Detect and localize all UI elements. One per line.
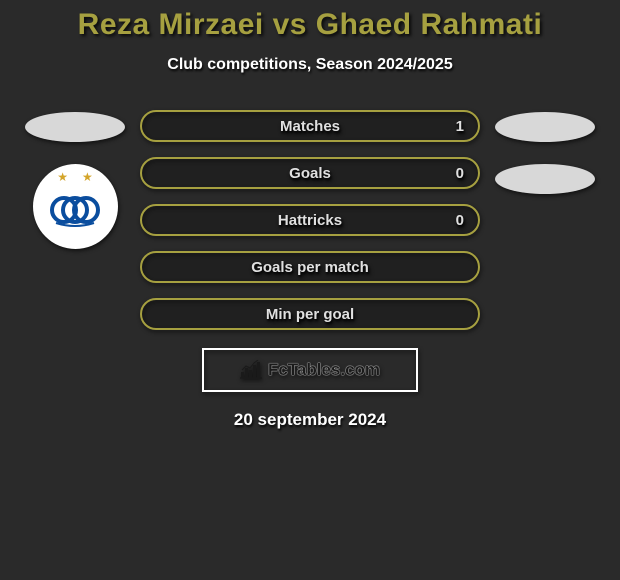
player1-club-logo: ★★ — [33, 164, 118, 249]
stat-row-matches: Matches 1 — [140, 110, 480, 142]
stat-row-hattricks: Hattricks 0 — [140, 204, 480, 236]
stat-row-goals: Goals 0 — [140, 157, 480, 189]
page-title: Reza Mirzaei vs Ghaed Rahmati — [78, 8, 543, 42]
comparison-row: ★★ Matches 1 Goals 0 Hattricks — [0, 110, 620, 330]
stat-value-right: 0 — [456, 212, 464, 229]
brand-badge[interactable]: FcTables.com — [202, 348, 418, 392]
bar-chart-icon — [240, 360, 262, 380]
page-subtitle: Club competitions, Season 2024/2025 — [167, 56, 452, 74]
snapshot-date: 20 september 2024 — [234, 410, 386, 430]
stat-label: Min per goal — [266, 306, 354, 323]
stat-label: Goals per match — [251, 259, 369, 276]
stat-label: Matches — [280, 118, 340, 135]
stat-row-min-per-goal: Min per goal — [140, 298, 480, 330]
stat-row-goals-per-match: Goals per match — [140, 251, 480, 283]
stats-column: Matches 1 Goals 0 Hattricks 0 Goals per … — [140, 110, 480, 330]
stat-value-right: 1 — [456, 118, 464, 135]
left-column: ★★ — [20, 110, 130, 249]
right-column — [490, 110, 600, 216]
stat-label: Hattricks — [278, 212, 342, 229]
club-stars-icon: ★★ — [57, 170, 93, 184]
player2-avatar-placeholder — [495, 112, 595, 142]
player1-avatar-placeholder — [25, 112, 125, 142]
club-rings-icon — [50, 191, 100, 229]
stat-label: Goals — [289, 165, 331, 182]
brand-text: FcTables.com — [268, 360, 380, 380]
stat-value-right: 0 — [456, 165, 464, 182]
main-container: Reza Mirzaei vs Ghaed Rahmati Club compe… — [0, 0, 620, 430]
player2-club-placeholder — [495, 164, 595, 194]
